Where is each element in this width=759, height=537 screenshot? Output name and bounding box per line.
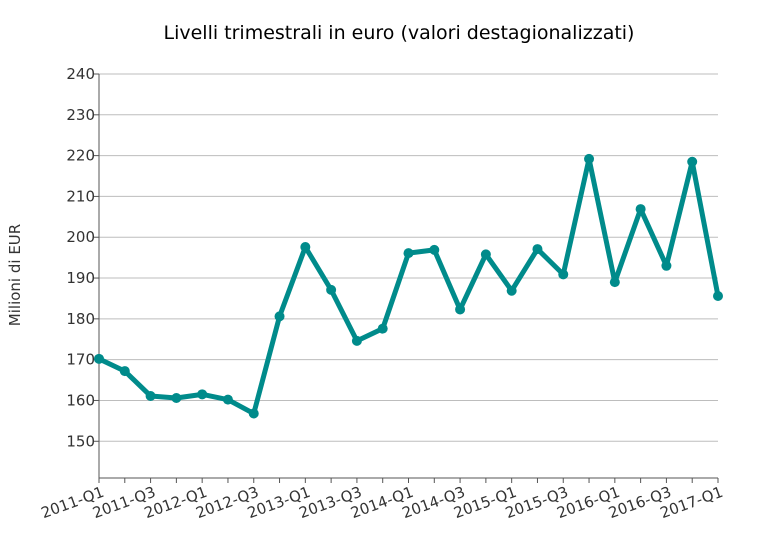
y-axis-label: Milioni di EUR — [6, 224, 24, 326]
data-point — [455, 304, 466, 315]
data-point — [94, 353, 104, 364]
chart-title: Livelli trimestrali in euro (valori dest… — [164, 22, 635, 44]
gridlines — [99, 73, 718, 442]
y-tick-label: 180 — [66, 310, 95, 328]
data-point — [609, 277, 620, 288]
data-point — [403, 248, 414, 259]
data-point — [197, 389, 208, 400]
data-point — [506, 285, 517, 296]
y-tick-label: 200 — [66, 228, 95, 246]
y-tick-label: 220 — [66, 147, 95, 165]
y-tick-label: 170 — [66, 351, 95, 369]
data-point — [171, 393, 182, 404]
y-tick-labels: 150 160 170 180 190 200 210 220 230 240 — [66, 65, 95, 450]
data-point — [351, 335, 362, 346]
data-point — [558, 269, 569, 280]
data-point — [248, 408, 259, 419]
data-point — [429, 244, 440, 255]
y-tick-label: 190 — [66, 269, 95, 287]
y-tick-label: 210 — [66, 187, 95, 205]
data-point — [377, 323, 388, 334]
x-tick-labels: 2011-Q12011-Q32012-Q12012-Q32013-Q12013-… — [39, 483, 726, 522]
data-point — [326, 284, 337, 295]
data-point — [687, 156, 698, 167]
data-point — [300, 242, 311, 253]
data-point — [532, 244, 543, 255]
data-point — [480, 249, 491, 260]
data-point — [274, 311, 285, 322]
series-line — [96, 156, 721, 417]
y-tick-label: 240 — [66, 65, 95, 83]
data-point — [661, 260, 672, 271]
data-point — [584, 153, 595, 164]
data-point — [222, 394, 233, 405]
data-series — [94, 153, 723, 419]
data-point — [635, 204, 646, 215]
data-point — [145, 390, 156, 401]
y-tick-label: 230 — [66, 106, 95, 124]
data-point — [119, 366, 130, 377]
y-tick-label: 160 — [66, 391, 95, 409]
data-point — [713, 290, 723, 301]
y-tick-label: 150 — [66, 432, 95, 450]
